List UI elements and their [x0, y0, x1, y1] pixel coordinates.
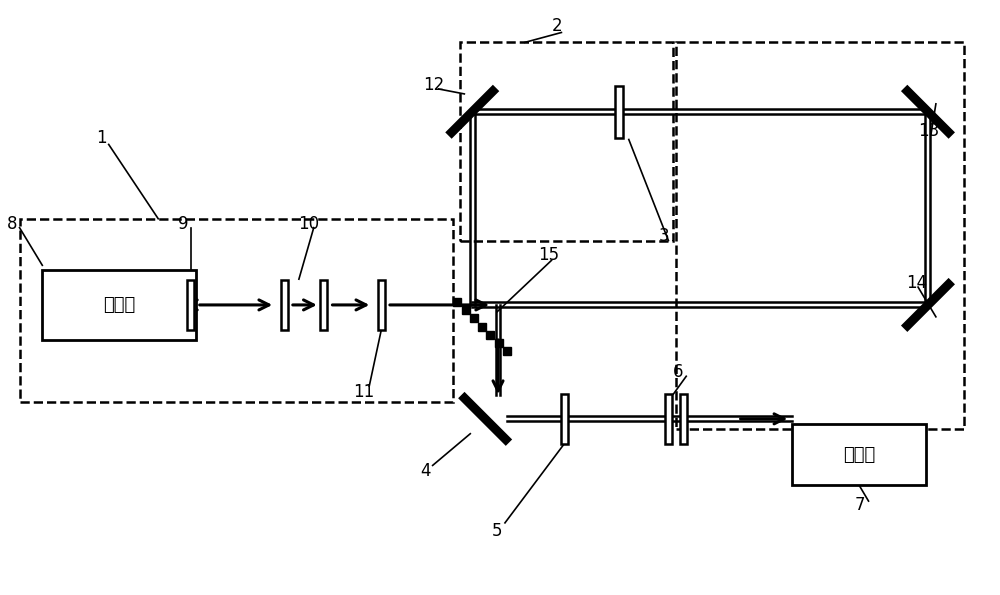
Bar: [281, 280, 288, 330]
Text: 激光器: 激光器: [103, 296, 135, 314]
Text: 7: 7: [855, 496, 865, 514]
Text: 13: 13: [918, 121, 939, 140]
Text: 6: 6: [673, 364, 684, 381]
Text: 10: 10: [298, 215, 319, 233]
Bar: [676, 42, 964, 429]
Bar: [460, 42, 673, 240]
Bar: [561, 394, 568, 444]
Text: 2: 2: [552, 17, 562, 35]
Bar: [42, 270, 196, 340]
Text: 探测器: 探测器: [843, 446, 875, 464]
Bar: [20, 219, 453, 402]
Text: 14: 14: [906, 274, 927, 292]
Text: 5: 5: [492, 522, 503, 540]
Bar: [792, 424, 926, 486]
Bar: [320, 280, 327, 330]
Text: 1: 1: [96, 130, 106, 148]
Text: 12: 12: [423, 76, 444, 94]
Text: 11: 11: [353, 383, 375, 401]
Bar: [615, 86, 623, 137]
Text: 3: 3: [659, 227, 669, 245]
Text: 4: 4: [421, 462, 431, 480]
Text: 9: 9: [178, 215, 189, 233]
Bar: [187, 280, 194, 330]
Bar: [378, 280, 385, 330]
Bar: [680, 394, 687, 444]
Text: 8: 8: [7, 215, 17, 233]
Text: 15: 15: [538, 246, 559, 264]
Bar: [665, 394, 672, 444]
